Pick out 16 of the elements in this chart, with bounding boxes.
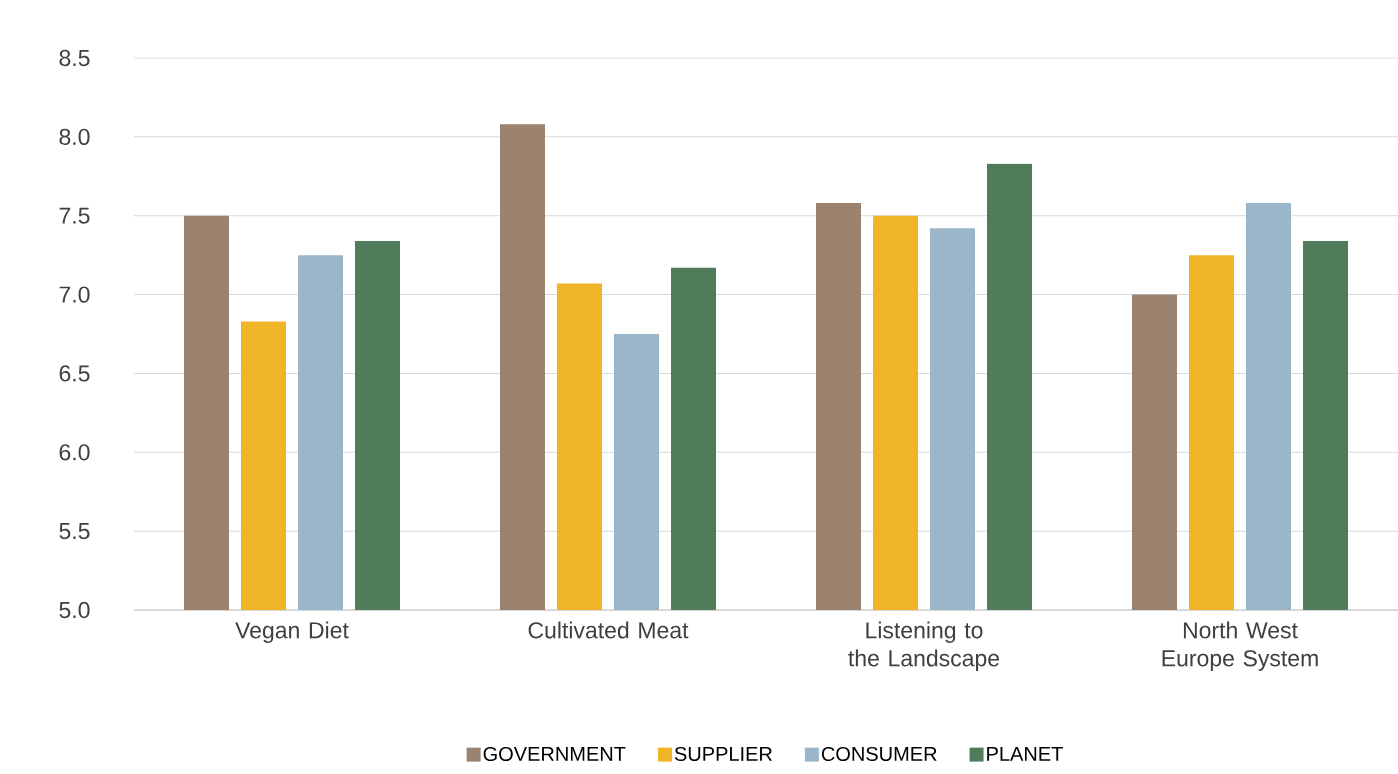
legend-label: CONSUMER xyxy=(821,746,937,762)
x-tick-label: Listening to the Landscape xyxy=(848,621,1000,671)
y-tick-label: 6.5 xyxy=(59,365,90,382)
y-tick-label: 6.0 xyxy=(59,444,90,461)
x-tick-label: North West Europe System xyxy=(1162,621,1318,671)
legend-label: PLANET xyxy=(987,747,1063,761)
y-tick-label: 8.0 xyxy=(59,128,90,145)
y-tick-label: 7.5 xyxy=(59,207,90,224)
y-tick-label: 7.0 xyxy=(59,286,90,303)
legend-label: GOVERNMENT xyxy=(483,746,626,762)
y-tick-label: 5.0 xyxy=(59,601,90,619)
y-tick-label: 8.5 xyxy=(59,49,90,67)
x-tick-label: Vegan Diet xyxy=(235,621,349,643)
x-tick-label: Cultivated Meat xyxy=(528,621,689,639)
y-tick-label: 5.5 xyxy=(59,523,90,540)
legend-label: SUPPLIER xyxy=(674,746,772,762)
